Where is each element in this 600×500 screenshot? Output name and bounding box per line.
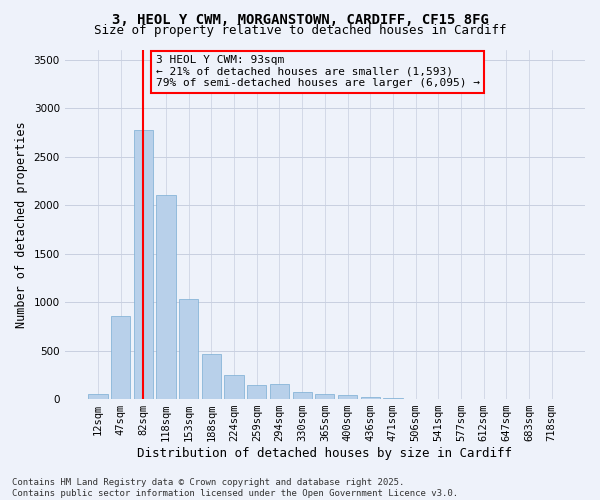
- Bar: [338, 395, 357, 399]
- Bar: [293, 392, 312, 399]
- Bar: [179, 298, 199, 399]
- X-axis label: Distribution of detached houses by size in Cardiff: Distribution of detached houses by size …: [137, 447, 512, 460]
- Bar: [270, 384, 289, 399]
- Text: Size of property relative to detached houses in Cardiff: Size of property relative to detached ho…: [94, 24, 506, 37]
- Bar: [202, 354, 221, 399]
- Text: Contains HM Land Registry data © Crown copyright and database right 2025.
Contai: Contains HM Land Registry data © Crown c…: [12, 478, 458, 498]
- Y-axis label: Number of detached properties: Number of detached properties: [15, 121, 28, 328]
- Bar: [383, 398, 403, 399]
- Bar: [315, 394, 334, 399]
- Bar: [111, 316, 130, 399]
- Text: 3, HEOL Y CWM, MORGANSTOWN, CARDIFF, CF15 8FG: 3, HEOL Y CWM, MORGANSTOWN, CARDIFF, CF1…: [112, 12, 488, 26]
- Bar: [247, 384, 266, 399]
- Bar: [157, 195, 176, 399]
- Bar: [361, 396, 380, 399]
- Bar: [224, 376, 244, 399]
- Bar: [88, 394, 107, 399]
- Bar: [134, 130, 153, 399]
- Text: 3 HEOL Y CWM: 93sqm
← 21% of detached houses are smaller (1,593)
79% of semi-det: 3 HEOL Y CWM: 93sqm ← 21% of detached ho…: [156, 55, 480, 88]
